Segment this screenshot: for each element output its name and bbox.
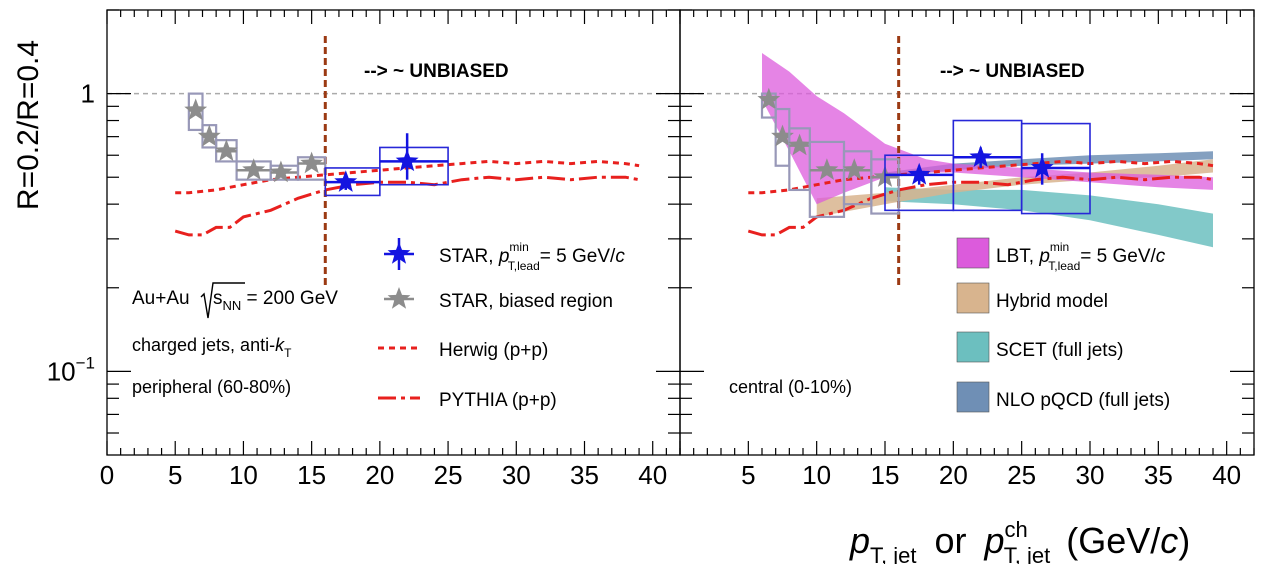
legend-pythia-label: PYTHIA (p+p) bbox=[439, 390, 557, 411]
x-tick-label: 20 bbox=[365, 460, 394, 490]
x-tick-label: 15 bbox=[871, 460, 900, 490]
biased-star-marker bbox=[300, 151, 324, 174]
biased-star-marker bbox=[269, 160, 293, 183]
x-tick-label: 25 bbox=[434, 460, 463, 490]
x-tick-label: 0 bbox=[100, 460, 114, 490]
x-tick-label: 35 bbox=[570, 460, 599, 490]
x-tick-label: 10 bbox=[802, 460, 831, 490]
x-tick-label: 35 bbox=[1144, 460, 1173, 490]
star-marker bbox=[907, 162, 931, 185]
panel-left: 0 5 10 15 20 25 30 35 40 1 10−1 bbox=[47, 9, 681, 490]
legend-scet-label: SCET (full jets) bbox=[996, 340, 1123, 361]
legend-star-marker bbox=[387, 242, 411, 264]
x-axis-title: pT, jet or pch T, jet (GeV/c) bbox=[849, 517, 1190, 564]
legend-herwig-label: Herwig (p+p) bbox=[439, 340, 548, 361]
unbiased-label-right: --> ~ UNBIASED bbox=[940, 61, 1085, 82]
x-tick-label: 10 bbox=[229, 460, 258, 490]
biased-star-marker bbox=[788, 133, 811, 156]
x-tick-label: 5 bbox=[741, 460, 755, 490]
biased-star-marker bbox=[842, 158, 866, 180]
biased-star-marker bbox=[815, 158, 839, 180]
biased-star-marker bbox=[242, 158, 266, 180]
band-scet bbox=[885, 187, 1213, 248]
centrality-right-label: central (0-10%) bbox=[729, 377, 852, 397]
legend-nlo-label: NLO pQCD (full jets) bbox=[996, 390, 1170, 411]
jet-definition-label: charged jets, anti-kT bbox=[132, 335, 292, 360]
legend-biased-label: STAR, biased region bbox=[439, 291, 613, 312]
x-tick-label: 25 bbox=[1007, 460, 1036, 490]
star-syst-box bbox=[379, 146, 449, 186]
x-tick-label: 30 bbox=[502, 460, 531, 490]
star-marker bbox=[395, 149, 419, 172]
legend-lbt-swatch bbox=[956, 237, 990, 269]
x-tick-label: 40 bbox=[1212, 460, 1241, 490]
legend-nlo-swatch bbox=[956, 381, 990, 413]
biased-star-marker bbox=[184, 98, 208, 121]
band-lbt bbox=[762, 53, 1213, 205]
legend-left: STAR, pmin T,lead= 5 GeV/c STAR, biased r… bbox=[378, 238, 625, 411]
legend-hybrid-swatch bbox=[956, 282, 990, 314]
left-annotations: Au+Au sNN = 200 GeV charged jets, anti-k… bbox=[132, 282, 338, 397]
x-tick-label: 30 bbox=[1076, 460, 1105, 490]
star-marker bbox=[1030, 155, 1054, 178]
centrality-left-label: peripheral (60-80%) bbox=[132, 377, 291, 397]
x-tick-label: 15 bbox=[297, 460, 326, 490]
x-tick-label: 40 bbox=[638, 460, 667, 490]
biased-star-marker bbox=[757, 87, 781, 110]
collision-system-label: Au+Au bbox=[132, 288, 190, 309]
y-axis-title: R=0.2/R=0.4 bbox=[12, 40, 45, 210]
legend-lbt-label: LBT, pmin T,lead= 5 GeV/c bbox=[996, 240, 1166, 273]
x-tick-label: 5 bbox=[168, 460, 182, 490]
star-marker bbox=[969, 145, 993, 167]
y-tick-label: 1 bbox=[81, 79, 95, 109]
star-marker bbox=[334, 170, 358, 192]
y-tick-label: 10−1 bbox=[47, 353, 95, 386]
legend-star-label: STAR, pmin T,lead= 5 GeV/c bbox=[439, 240, 625, 273]
biased-syst-box bbox=[187, 92, 204, 132]
biased-star-marker bbox=[215, 139, 238, 161]
legend-hybrid-label: Hybrid model bbox=[996, 291, 1108, 312]
unbiased-label-left: --> ~ UNBIASED bbox=[364, 61, 509, 82]
biased-star-marker bbox=[197, 124, 221, 147]
panel-right: 5 10 15 20 25 30 35 40 bbox=[679, 9, 1255, 490]
legend-right: LBT, pmin T,lead= 5 GeV/c Hybrid model SC… bbox=[956, 237, 1170, 413]
legend-biased-marker bbox=[387, 287, 411, 309]
biased-star-marker bbox=[771, 124, 794, 147]
x-tick-label: 20 bbox=[939, 460, 968, 490]
sqrt-sign bbox=[200, 282, 245, 319]
legend-scet-swatch bbox=[956, 331, 990, 363]
energy-label: sNN = 200 GeV bbox=[213, 288, 338, 313]
